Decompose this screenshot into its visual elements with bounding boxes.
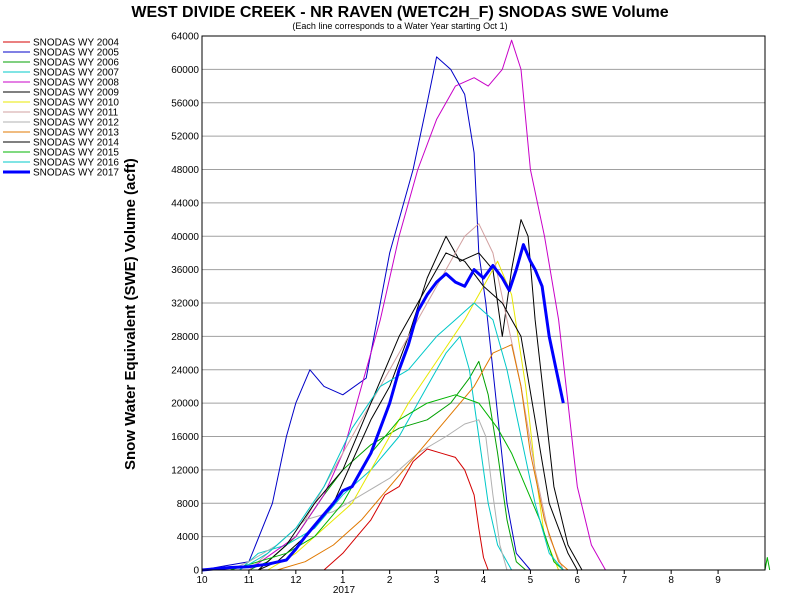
legend-entry: SNODAS WY 2012: [33, 118, 119, 129]
y-tick-label: 32000: [171, 299, 199, 310]
y-tick-label: 36000: [171, 265, 199, 276]
chart-subtitle: (Each line corresponds to a Water Year s…: [292, 21, 507, 31]
series-line: [239, 335, 513, 571]
y-tick-label: 56000: [171, 98, 199, 109]
series-line: [229, 419, 508, 571]
series-line: [201, 243, 565, 572]
series-line: [201, 56, 531, 571]
legend-entry: SNODAS WY 2017: [33, 168, 119, 179]
y-tick-label: 20000: [171, 399, 199, 410]
y-tick-label: 16000: [171, 432, 199, 443]
y-axis-label: Snow Water Equivalent (SWE) Volume (acft…: [122, 158, 139, 470]
y-tick-label: 8000: [177, 499, 200, 510]
x-tick-label: 3: [434, 575, 440, 586]
x-tick-label: 9: [715, 575, 721, 586]
y-tick-label: 64000: [171, 32, 199, 43]
x-tick-labels: 10 11 12 1 2 3 4 5 6 7 8 9: [196, 570, 721, 586]
x-tick-label: 1: [340, 575, 346, 586]
y-tick-label: 4000: [177, 532, 200, 543]
x-tick-label: 7: [621, 575, 627, 586]
chart-title: WEST DIVIDE CREEK - NR RAVEN (WETC2H_F) …: [131, 4, 668, 21]
series-line: [323, 448, 489, 571]
series-line: [248, 223, 564, 571]
y-tick-label: 28000: [171, 332, 199, 343]
y-tick-label: 44000: [171, 198, 199, 209]
x-tick-label: 11: [244, 575, 255, 586]
legend-entry: SNODAS WY 2010: [33, 98, 119, 109]
series-line: [248, 39, 606, 571]
legend-entry: SNODAS WY 2004: [33, 38, 119, 49]
y-tick-labels: 0 4000 8000 12000 16000 20000 24000 28000 32000 3…: [171, 32, 199, 577]
x-tick-label: 6: [575, 575, 581, 586]
legend-entry: SNODAS WY 2015: [33, 148, 119, 159]
y-tick-label: 24000: [171, 365, 199, 376]
x-tick-label: 10: [196, 575, 208, 586]
series-line: [257, 252, 578, 571]
x-tick-label: 2: [387, 575, 393, 586]
legend-entry: SNODAS WY 2005: [33, 48, 119, 59]
x-tick-label: 12: [290, 575, 302, 586]
y-tick-label: 12000: [171, 465, 199, 476]
y-tick-label: 40000: [171, 232, 199, 243]
x-tick-label: 8: [668, 575, 674, 586]
legend-entry: SNODAS WY 2008: [33, 78, 119, 89]
legend-entry: SNODAS WY 2006: [33, 58, 119, 69]
legend-entry: SNODAS WY 2009: [33, 88, 119, 99]
y-tick-label: 48000: [171, 165, 199, 176]
x-tick-label: 4: [481, 575, 487, 586]
x-tick-label: 5: [528, 575, 534, 586]
legend-entry: SNODAS WY 2014: [33, 138, 119, 149]
series-line: [276, 344, 569, 571]
legend-entry: SNODAS WY 2013: [33, 128, 119, 139]
series-line: [239, 302, 564, 571]
series-line: [267, 260, 560, 571]
y-tick-label: 60000: [171, 65, 199, 76]
series-line: [258, 219, 583, 571]
x-year-label: 2017: [333, 585, 356, 596]
legend-entry: SNODAS WY 2016: [33, 158, 119, 169]
y-tick-label: 0: [193, 566, 199, 577]
y-tick-label: 52000: [171, 132, 199, 143]
legend-entry: SNODAS WY 2011: [33, 108, 119, 119]
plot-series: [201, 39, 771, 572]
legend-entry: SNODAS WY 2007: [33, 68, 119, 79]
